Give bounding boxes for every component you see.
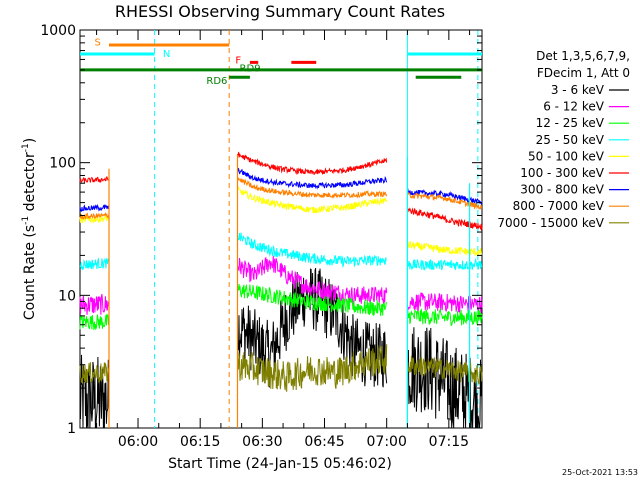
y-tick-label: 1000 (40, 23, 76, 39)
chart-title: RHESSI Observing Summary Count Rates (115, 2, 445, 21)
series-trace (237, 255, 388, 306)
flag-label: N (163, 49, 170, 60)
series-trace (79, 257, 110, 271)
series-trace (237, 344, 388, 392)
series-trace (237, 167, 388, 190)
series-trace (79, 362, 110, 384)
legend-label: 25 - 50 keV (536, 133, 605, 147)
x-tick-label: 06:00 (118, 434, 158, 450)
y-tick-label: 100 (49, 156, 76, 172)
y-axis-label: Count Rate (s-1 detector-1) (21, 138, 38, 320)
legend: Det 1,3,5,6,7,9, FDecim 1, Att 0 3 - 6 k… (497, 49, 630, 230)
x-axis-label: Start Time (24-Jan-15 05:46:02) (168, 456, 392, 472)
y-axis-label-sup1: -1 (21, 216, 31, 225)
series-trace (79, 203, 110, 212)
legend-label: 800 - 7000 keV (513, 199, 605, 213)
flag-label: S (95, 37, 101, 48)
y-tick-label: 1 (67, 421, 76, 437)
x-tick-label: 07:15 (429, 434, 469, 450)
series-trace (237, 177, 388, 200)
legend-header-line-2: FDecim 1, Att 0 (537, 66, 630, 80)
x-tick-label: 06:45 (304, 434, 344, 450)
series-trace (79, 313, 110, 331)
flag-label: RD6 (206, 76, 227, 87)
series-trace (79, 175, 109, 184)
series-trace (237, 151, 388, 176)
legend-label: 50 - 100 keV (528, 149, 605, 163)
x-tick-label: 06:15 (180, 434, 220, 450)
legend-header-line-1: Det 1,3,5,6,7,9, (536, 49, 630, 63)
legend-label: 6 - 12 keV (543, 100, 605, 114)
x-tick-label: 06:30 (242, 434, 282, 450)
series-trace (237, 283, 388, 317)
series-trace (237, 232, 387, 268)
timestamp: 25-Oct-2021 13:53 (562, 468, 638, 477)
y-axis-label-end: ) (22, 138, 38, 143)
flag-label: RD9 (240, 64, 261, 75)
transition-lines (108, 154, 471, 428)
y-tick-label: 10 (58, 288, 76, 304)
series-trace (237, 185, 388, 214)
y-axis-label-text: Count Rate (s (22, 225, 38, 320)
legend-label: 12 - 25 keV (536, 116, 605, 130)
axes: 1 10 100 1000 06:00 06:15 06:30 06:45 07:00 07:15 (40, 23, 482, 450)
legend-label: 7000 - 15000 keV (497, 216, 604, 230)
legend-label: 100 - 300 keV (520, 166, 604, 180)
y-axis-label-sup2: -1 (21, 143, 31, 152)
flag-label: F (235, 55, 241, 66)
x-tick-label: 07:00 (367, 434, 407, 450)
y-axis-label-mid: detector (22, 152, 38, 216)
legend-label: 3 - 6 keV (551, 83, 605, 97)
legend-label: 300 - 800 keV (520, 183, 604, 197)
